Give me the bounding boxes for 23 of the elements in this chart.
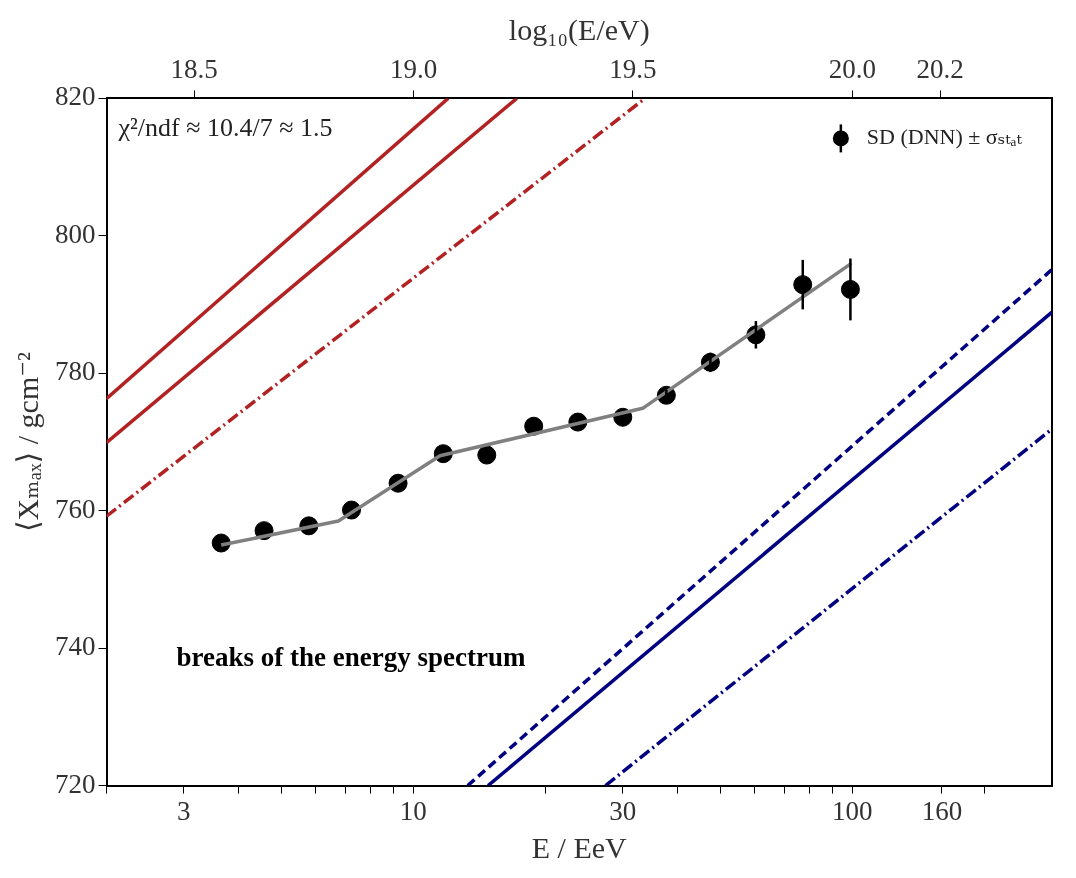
x2-tick-label: 20.0 <box>828 54 876 85</box>
y-tick-label: 740 <box>55 631 96 662</box>
x-tick-label: 10 <box>399 795 427 826</box>
annotation: breaks of the energy spectrum <box>176 642 526 673</box>
x-tick-label: 160 <box>921 795 963 826</box>
legend-label: SD (DNN) ± σₛₜₐₜ <box>866 124 1023 150</box>
x-axis-title: E / EeV <box>531 830 628 864</box>
x2-axis-title: log₁₀(E/eV) <box>508 12 650 47</box>
y-tick-label: 800 <box>55 218 96 249</box>
y-tick-label: 780 <box>55 356 96 387</box>
y-tick-label: 720 <box>55 768 96 799</box>
x-tick-label: 100 <box>832 795 873 826</box>
annotation: χ²/ndf ≈ 10.4/7 ≈ 1.5 <box>117 113 333 143</box>
y-tick-label: 820 <box>55 81 96 112</box>
x-tick-label: 3 <box>177 795 191 826</box>
x2-tick-label: 19.0 <box>390 54 438 85</box>
x2-tick-label: 19.5 <box>609 54 657 85</box>
y-axis-title: ⟨Xₘₐₓ⟩ / gcm⁻² <box>10 351 44 533</box>
x-tick-label: 30 <box>609 795 637 826</box>
x2-tick-label: 20.2 <box>916 54 964 85</box>
y-tick-label: 760 <box>55 493 96 524</box>
point <box>477 445 497 465</box>
x2-tick-label: 18.5 <box>170 54 218 85</box>
